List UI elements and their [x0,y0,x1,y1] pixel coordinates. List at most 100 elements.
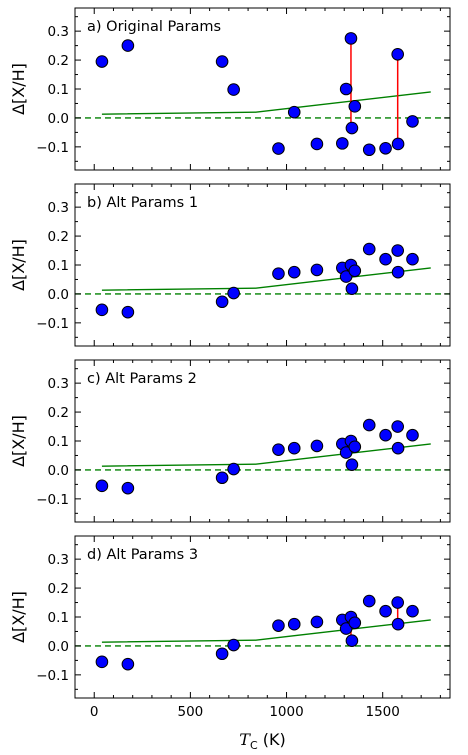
data-point [287,441,301,455]
plot-area [75,242,450,319]
plot-area [75,418,450,495]
data-point [215,471,229,485]
y-tick-label: 0.1 [48,610,69,626]
data-point [391,420,404,433]
data-point [310,137,324,151]
data-point [272,443,285,456]
data-point [362,418,376,432]
data-point [391,47,404,61]
data-point [272,619,285,632]
data-point [215,55,229,68]
panel-title: b) Alt Params 1 [87,195,198,211]
y-tick-label: 0.0 [48,287,69,303]
y-tick-label: 0.3 [48,552,69,568]
data-point [95,303,109,317]
data-point [391,265,405,279]
data-point [121,481,135,495]
data-point [272,142,285,155]
y-axis-label: Δ[X/H] [9,239,28,291]
y-tick-label: 0.1 [48,258,69,274]
y-tick-label: −0.1 [36,316,69,332]
data-point [406,115,419,128]
data-point [348,440,362,454]
panel-title: c) Alt Params 2 [87,371,197,387]
data-point [345,458,359,472]
data-point [95,479,109,493]
data-point [391,441,405,455]
data-point [121,39,135,52]
y-axis-label: Δ[X/H] [9,415,28,467]
data-point [379,252,392,266]
data-point [310,439,324,453]
y-tick-label: 0.3 [48,24,69,40]
panel-title: a) Original Params [87,19,221,35]
data-point [339,446,353,459]
data-point [121,305,135,319]
data-point [391,137,405,151]
y-tick-label: 0.2 [48,229,69,245]
x-tick-label: 1500 [366,704,400,720]
data-point [287,265,301,279]
panel-2: 0.3 0.2 0.1 0.0 −0.1 b) Alt Params 1 Δ[X/H] [9,183,451,347]
data-point [227,83,240,96]
data-point [406,428,419,442]
data-point [287,105,301,119]
x-tick-label: 500 [177,704,203,720]
data-point [339,270,353,283]
data-point [345,634,359,648]
x-axis-label: TC (K) [239,730,285,752]
data-point [287,617,301,631]
y-axis-label: Δ[X/H] [9,63,28,115]
data-point [272,267,285,280]
data-point [336,137,349,150]
data-point [345,282,359,296]
x-tick-label: 1000 [269,704,303,720]
plot-area [75,32,450,157]
trend-line [101,443,431,467]
y-tick-label: 0.1 [48,82,69,98]
data-point [227,638,240,652]
y-tick-label: 0.0 [48,111,69,127]
y-tick-label: 0.1 [48,434,69,450]
data-point [310,615,324,629]
data-point [121,657,135,671]
y-tick-label: 0.2 [48,581,69,597]
data-point [379,428,392,442]
data-point [348,264,362,278]
y-tick-label: 0.2 [48,405,69,421]
data-point [310,263,324,277]
y-axis-label: Δ[X/H] [9,591,28,643]
data-point [406,604,419,618]
data-point [348,100,362,113]
data-point [215,647,229,661]
data-point [95,655,109,669]
data-point [391,244,404,257]
data-point [391,617,405,631]
y-tick-label: 0.0 [48,639,69,655]
data-point [348,616,362,630]
data-point [95,55,109,68]
data-point [379,604,392,618]
trend-line [101,267,431,291]
y-tick-label: 0.3 [48,376,69,392]
data-point [227,286,240,300]
y-tick-label: 0.3 [48,200,69,216]
panel-4: 0.3 0.2 0.1 0.0 −0.1 0 500 1000 1500 d) Alt Param… [9,535,451,720]
data-point [227,462,240,476]
data-point [345,121,359,135]
data-point [362,143,376,157]
data-point [362,594,376,608]
data-point [362,242,376,256]
panel-1: 0.3 0.2 0.1 0.0 −0.1 a) Original Params Δ[X/H] [9,7,451,171]
data-point [379,142,392,155]
data-point [339,82,353,96]
data-point [406,252,419,266]
x-tick-label: 0 [90,704,99,720]
y-tick-label: 0.0 [48,463,69,479]
data-point [215,295,229,309]
panel-title: d) Alt Params 3 [87,547,198,563]
trend-line [101,91,431,115]
trend-line [101,619,431,643]
y-tick-label: −0.1 [36,668,69,684]
